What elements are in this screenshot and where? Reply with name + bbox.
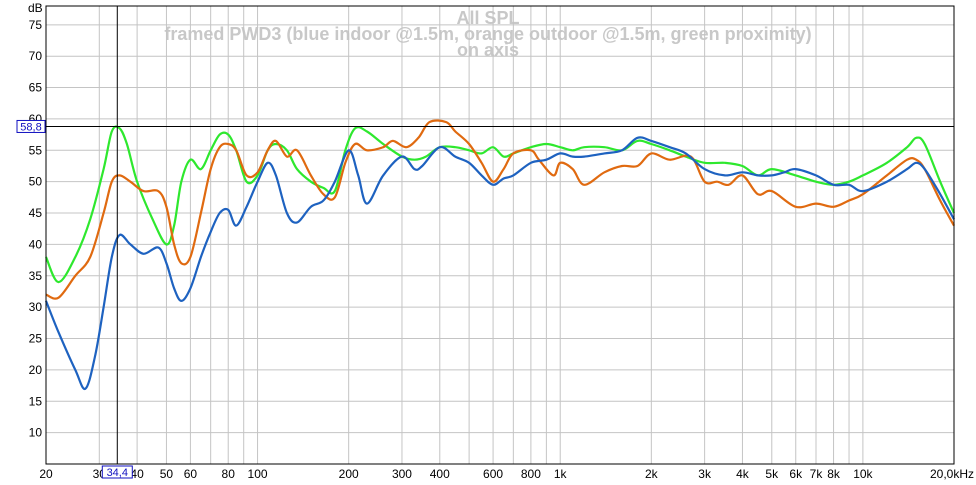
plot-frame (45, 5, 955, 465)
grid (45, 6, 955, 464)
cursor-y-readout-box (16, 119, 46, 133)
y-tick-label: 20 (29, 363, 43, 377)
x-tick-label: 3k (698, 467, 712, 481)
x-tick-label: 200 (339, 467, 359, 481)
x-tick-label: 10k (853, 467, 873, 481)
y-tick-label: 65 (29, 81, 43, 95)
chart-title-line-3: on axis (457, 40, 519, 60)
y-tick-label: 50 (29, 175, 43, 189)
x-tick-label: 1k (554, 467, 568, 481)
y-tick-label: 15 (29, 394, 43, 408)
x-unit-label: 20,0kHz (930, 467, 974, 481)
x-tick-label: 5k (765, 467, 779, 481)
y-tick-label: 70 (29, 49, 43, 63)
x-tick-label: 4k (736, 467, 750, 481)
x-tick-label: 7k (810, 467, 824, 481)
x-tick-labels: 20 30 40 50 60 80 100 200 300 400 600 800 1k 2k 3k 4k 5k… (39, 467, 873, 481)
cursor-y-readout: 58,8 (20, 121, 41, 133)
y-tick-label: 75 (29, 18, 43, 32)
cursor-x-readout: 34,4 (107, 467, 128, 479)
chart-title-line-2: framed PWD3 (blue indoor @1.5m, orange o… (164, 24, 811, 44)
x-tick-label: 300 (392, 467, 412, 481)
x-tick-label: 20 (39, 467, 53, 481)
series-line-2 (44, 136, 955, 390)
cursor-x-readout-box (101, 465, 133, 479)
y-tick-label: 25 (29, 332, 43, 346)
y-tick-label: 55 (29, 143, 43, 157)
chart-title-line-1: All SPL (456, 8, 519, 28)
y-tick-label: 45 (29, 206, 43, 220)
cursor: 58,8 34,4 (16, 6, 954, 479)
y-tick-label: 40 (29, 237, 43, 251)
x-tick-label: 400 (430, 467, 450, 481)
x-tick-label: 80 (222, 467, 236, 481)
x-tick-label: 60 (184, 467, 198, 481)
x-tick-label: 6k (789, 467, 803, 481)
x-tick-label: 600 (483, 467, 503, 481)
x-tick-label: 8k (827, 467, 841, 481)
y-tick-label: 35 (29, 269, 43, 283)
y-tick-label: 10 (29, 426, 43, 440)
x-tick-label: 800 (521, 467, 541, 481)
series-line-0 (44, 125, 956, 284)
x-tick-label: 2k (645, 467, 659, 481)
x-tick-label: 40 (130, 467, 144, 481)
series-line-1 (45, 119, 955, 300)
y-tick-label: 30 (29, 300, 43, 314)
series-lines (44, 119, 956, 390)
x-tick-label: 100 (248, 467, 268, 481)
y-unit-label: dB (28, 1, 43, 15)
x-tick-label: 50 (160, 467, 174, 481)
